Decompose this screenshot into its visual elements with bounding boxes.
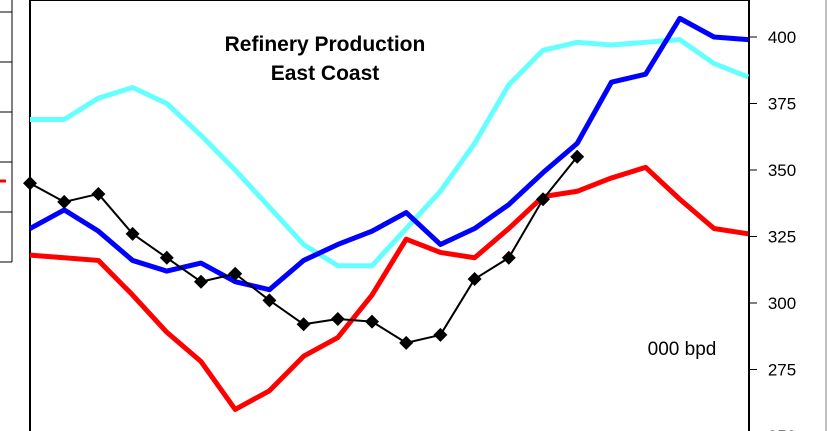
series-line-2 xyxy=(29,164,749,412)
series-point-marker xyxy=(433,327,448,342)
series-point-marker xyxy=(296,317,311,332)
series-point-marker xyxy=(330,311,345,326)
y-tick-label: 325 xyxy=(768,228,796,247)
series-line-0 xyxy=(30,37,750,269)
y-tick-label: 275 xyxy=(768,361,796,380)
series-point-marker xyxy=(501,250,516,265)
series-point-marker xyxy=(228,266,243,281)
series-point-marker xyxy=(159,250,174,265)
series-point-marker xyxy=(262,293,277,308)
series-point-marker xyxy=(57,194,72,209)
y-tick-label: 375 xyxy=(768,95,796,114)
y-tick-label: 350 xyxy=(768,161,796,180)
series-point-marker xyxy=(570,149,585,164)
series-layer xyxy=(23,15,750,412)
plot-frame xyxy=(29,0,750,431)
series-point-marker xyxy=(91,186,106,201)
series-line-3 xyxy=(29,156,578,344)
y-tick-label: 400 xyxy=(768,28,796,47)
series-point-marker xyxy=(23,176,37,191)
chart-title-line-1: Refinery Production xyxy=(225,33,426,56)
chart-title-line-2: East Coast xyxy=(271,62,380,85)
series-line-1 xyxy=(28,15,749,293)
series-point-marker xyxy=(467,272,482,287)
series-point-marker xyxy=(194,274,208,289)
unit-label: 000 bpd xyxy=(648,339,717,360)
y-axis: 250 275 300 325 350 375 400 xyxy=(749,28,796,431)
series-point-marker xyxy=(536,192,550,207)
series-point-marker xyxy=(125,226,140,241)
series-point-marker xyxy=(365,314,379,329)
series-point-marker xyxy=(399,335,414,350)
y-tick-label: 300 xyxy=(768,294,796,313)
y-tick-label: 250 xyxy=(768,427,796,431)
